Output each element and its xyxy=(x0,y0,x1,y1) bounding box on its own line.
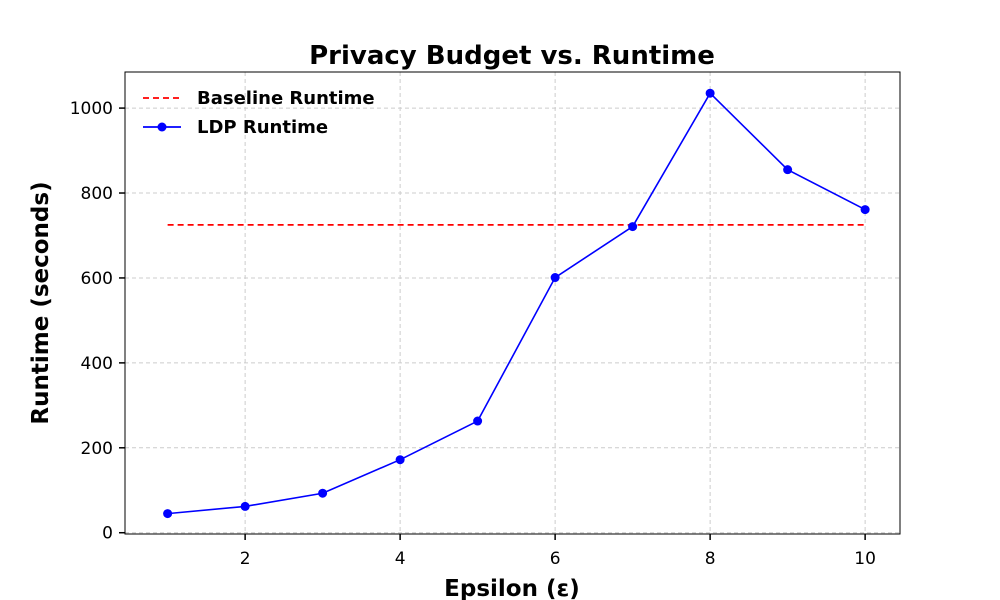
legend: Baseline Runtime LDP Runtime xyxy=(143,88,375,138)
chart-title: Privacy Budget vs. Runtime xyxy=(309,41,715,71)
grid xyxy=(125,72,900,534)
y-tick-label: 0 xyxy=(102,524,113,544)
x-tick-label: 6 xyxy=(550,549,561,569)
y-axis-label: Runtime (seconds) xyxy=(28,181,54,424)
ldp-runtime-point xyxy=(318,488,328,498)
legend-marker xyxy=(157,122,167,132)
ldp-runtime-point xyxy=(163,509,173,519)
ldp-runtime-point xyxy=(783,165,793,175)
y-tick-label: 200 xyxy=(81,439,113,459)
ldp-runtime-point xyxy=(473,416,483,426)
legend-label: LDP Runtime xyxy=(197,117,328,138)
x-tick-label: 10 xyxy=(854,549,876,569)
legend-label: Baseline Runtime xyxy=(197,88,375,109)
ldp-runtime-point xyxy=(550,273,560,283)
x-axis-label: Epsilon (ε) xyxy=(444,576,580,600)
x-tick-label: 4 xyxy=(395,549,406,569)
ldp-runtime-line xyxy=(167,91,866,515)
x-tick-label: 8 xyxy=(705,549,716,569)
ldp-runtime-point xyxy=(860,205,870,215)
series-layer xyxy=(163,88,870,519)
x-tick-label: 2 xyxy=(240,549,251,569)
y-tick-label: 1000 xyxy=(70,99,113,119)
plot-frame xyxy=(124,71,901,535)
ldp-runtime-point xyxy=(705,88,715,98)
y-tick-label: 800 xyxy=(81,184,113,204)
ldp-runtime-point xyxy=(628,222,638,232)
ldp-runtime-point xyxy=(395,455,405,465)
y-tick-label: 400 xyxy=(81,354,113,374)
axis-ticks: 2 4 6 8 10 0 200 400 600 800 1000 xyxy=(70,99,876,569)
ldp-runtime-point xyxy=(240,501,250,511)
y-tick-label: 600 xyxy=(81,269,113,289)
